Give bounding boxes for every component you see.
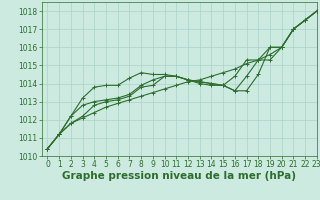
X-axis label: Graphe pression niveau de la mer (hPa): Graphe pression niveau de la mer (hPa) [62,171,296,181]
